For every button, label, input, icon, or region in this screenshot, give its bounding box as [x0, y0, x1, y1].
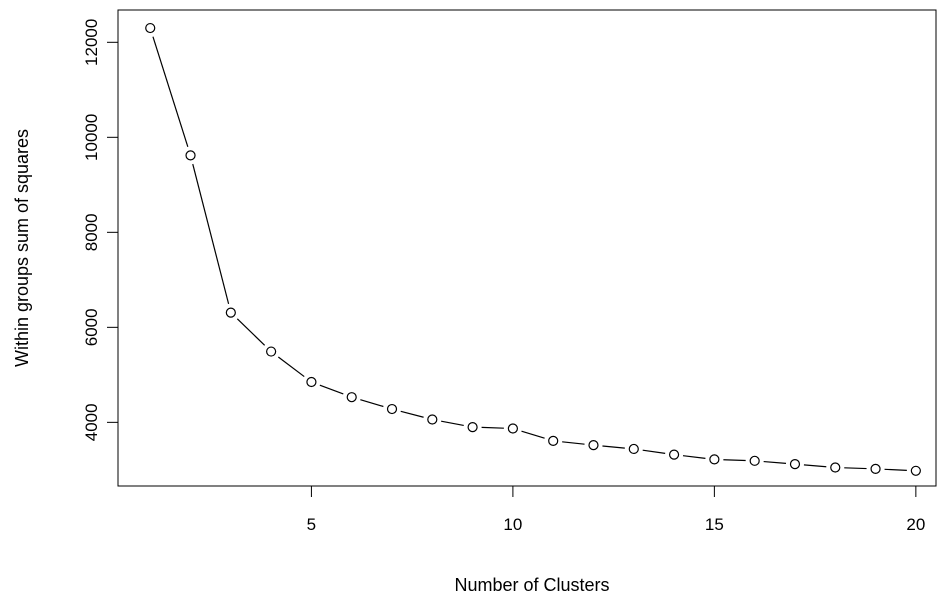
y-axis-title: Within groups sum of squares	[12, 129, 32, 367]
series-segment	[602, 445, 625, 449]
y-tick-label: 6000	[82, 308, 101, 346]
data-point	[870, 463, 881, 474]
data-point	[266, 346, 277, 357]
data-point	[628, 443, 639, 455]
y-axis: 4000 6000 8000 10000 12000	[82, 19, 119, 441]
data-point	[749, 455, 760, 466]
series-line	[152, 36, 907, 471]
series-segment	[400, 410, 424, 418]
data-points	[145, 22, 921, 476]
data-point	[709, 454, 720, 465]
plot-frame	[117, 9, 937, 487]
y-tick-label: 8000	[82, 213, 101, 251]
series-segment	[481, 426, 504, 429]
series-segment	[803, 464, 827, 468]
x-tick-label: 10	[503, 515, 522, 534]
x-tick-label: 5	[307, 515, 316, 534]
data-point	[830, 462, 841, 473]
series-segment	[682, 455, 706, 459]
series-segment	[441, 420, 464, 427]
data-point	[225, 307, 236, 318]
series-segment	[521, 430, 545, 439]
y-tick-label: 4000	[82, 403, 101, 441]
data-point	[507, 423, 518, 434]
data-point	[548, 435, 559, 446]
data-point	[185, 150, 196, 161]
x-axis: 5 10 15 20	[307, 485, 925, 534]
data-point	[427, 414, 438, 425]
y-tick-label: 12000	[82, 19, 101, 66]
series-segment	[319, 384, 344, 395]
data-point	[346, 392, 357, 403]
series-segment	[562, 441, 585, 445]
y-tick-label: 10000	[82, 114, 101, 161]
series-segment	[763, 460, 787, 465]
data-point	[910, 465, 921, 476]
data-point	[668, 449, 680, 460]
data-point	[789, 459, 801, 470]
x-tick-label: 20	[906, 515, 925, 534]
x-axis-title: Number of Clusters	[454, 575, 609, 595]
data-point	[467, 421, 478, 433]
data-point	[386, 403, 398, 415]
x-tick-label: 15	[705, 515, 724, 534]
series-segment	[192, 163, 230, 305]
series-segment	[642, 449, 666, 454]
series-segment	[277, 356, 305, 378]
series-segment	[152, 36, 189, 147]
data-point	[588, 440, 599, 451]
series-segment	[236, 318, 266, 346]
data-point	[145, 22, 156, 34]
series-segment	[360, 399, 384, 408]
series-segment	[884, 468, 907, 471]
series-segment	[844, 467, 867, 470]
data-point	[306, 376, 317, 388]
series-segment	[723, 459, 746, 462]
